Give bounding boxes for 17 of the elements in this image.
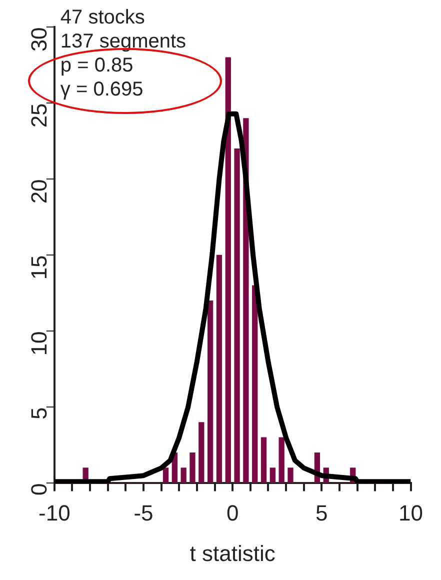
y-tick-label: 20	[26, 179, 52, 204]
annotation: 47 stocks	[60, 6, 145, 29]
y-tick-label: 10	[26, 331, 52, 356]
annotation: 137 segments	[60, 30, 186, 53]
x-tick-label: -5	[134, 500, 154, 526]
annotation: γ = 0.695	[60, 78, 144, 101]
x-tick-label: 5	[316, 500, 328, 526]
annotation: p = 0.85	[60, 54, 134, 77]
y-tick-label: 25	[26, 103, 52, 128]
x-tick-label: 10	[398, 500, 424, 526]
y-tick-label: 0	[26, 483, 52, 496]
y-tick-label: 15	[26, 255, 52, 280]
x-tick-label: 0	[226, 500, 239, 526]
y-tick-label: 30	[26, 27, 52, 52]
y-tick-label: 5	[26, 407, 52, 420]
x-tick-label: -10	[38, 500, 70, 526]
x-axis-title: t statistic	[190, 540, 276, 566]
